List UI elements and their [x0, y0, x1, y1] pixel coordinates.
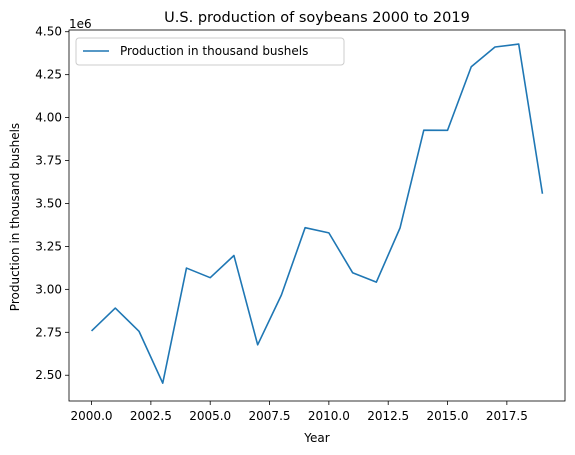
- x-tick-label: 2012.5: [367, 409, 409, 423]
- y-tick-label: 4.25: [35, 68, 62, 82]
- x-tick-label: 2000.0: [71, 409, 113, 423]
- axes-frame: [68, 29, 566, 402]
- x-tick-label: 2015.0: [427, 409, 469, 423]
- y-tick-label: 3.25: [35, 239, 62, 253]
- series-line: [90, 43, 544, 384]
- x-tick-label: 2005.0: [189, 409, 231, 423]
- x-tick-label: 2010.0: [308, 409, 350, 423]
- x-tick-label: 2002.5: [130, 409, 172, 423]
- y-offset-label: 1e6: [69, 17, 92, 31]
- x-axis-label: Year: [303, 431, 329, 445]
- plot-area: [68, 29, 566, 402]
- y-axis-ticks: 2.50 2.75 3.00 3.25 3.50 3.75 4.00 4.25 4.50: [35, 25, 69, 382]
- y-tick-label: 2.50: [35, 368, 62, 382]
- y-axis-label: Production in thousand bushels: [8, 123, 22, 311]
- legend-box: [75, 37, 345, 66]
- legend-label: Production in thousand bushels: [120, 44, 308, 58]
- series-layer: [90, 43, 544, 384]
- chart-title: U.S. production of soybeans 2000 to 2019: [164, 10, 470, 26]
- y-tick-label: 4.00: [35, 111, 62, 125]
- x-tick-label: 2017.5: [486, 409, 528, 423]
- x-tick-label: 2007.5: [249, 409, 291, 423]
- y-tick-label: 2.75: [35, 325, 62, 339]
- y-tick-label: 3.00: [35, 282, 62, 296]
- y-tick-label: 3.75: [35, 154, 62, 168]
- y-tick-label: 4.50: [35, 25, 62, 39]
- x-axis-ticks: 2000.0 2002.5 2005.0 2007.5 2010.0 2012.5 2015…: [71, 401, 528, 423]
- legend: Production in thousand bushels: [75, 37, 345, 66]
- y-tick-label: 3.50: [35, 196, 62, 210]
